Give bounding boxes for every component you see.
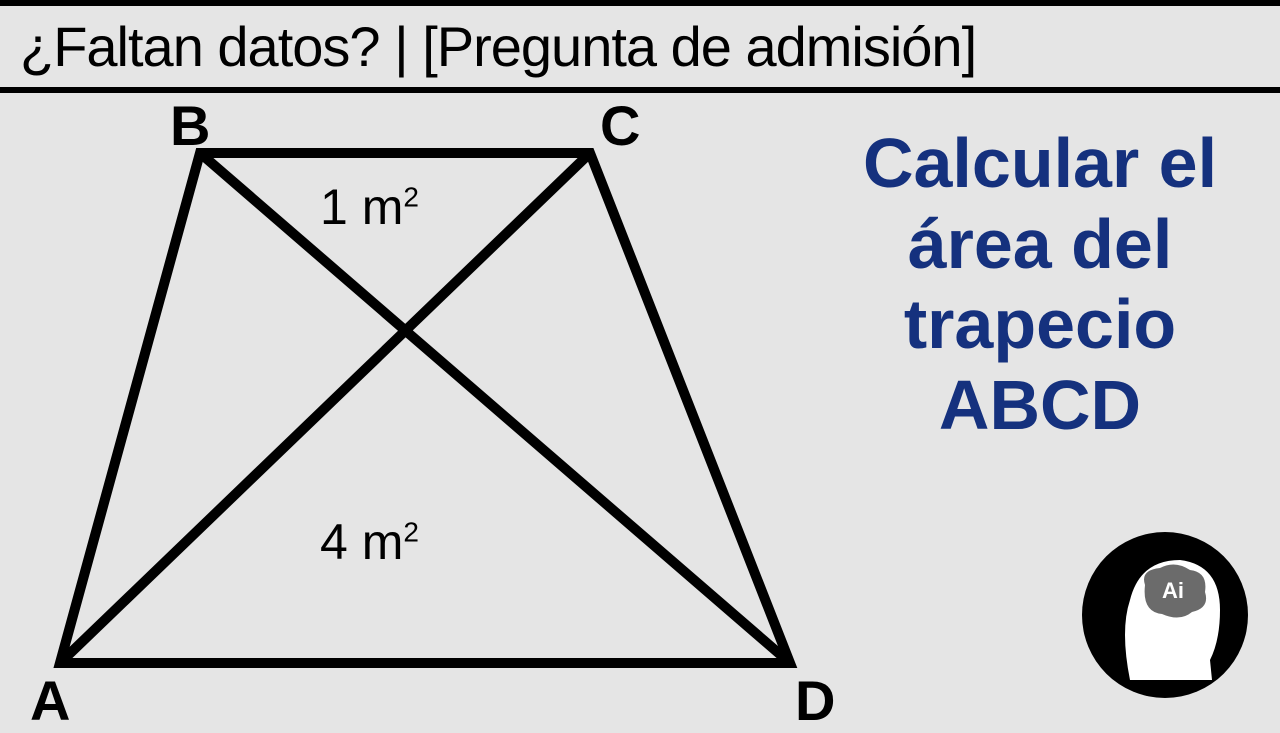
instruction-line-1: Calcular el	[820, 123, 1260, 204]
brand-logo: Ai	[1080, 530, 1250, 700]
vertex-label-a: A	[30, 668, 70, 733]
diagram-area: A B C D 1 m2 4 m2	[0, 93, 820, 713]
vertex-label-c: C	[600, 93, 640, 158]
instruction-line-3: trapecio	[820, 284, 1260, 365]
header-title: ¿Faltan datos? | [Pregunta de admisión]	[0, 0, 1280, 93]
area-label-top: 1 m2	[320, 178, 419, 236]
diagonal-bd	[200, 153, 790, 663]
trapezoid-outline	[60, 153, 790, 663]
logo-text: Ai	[1162, 578, 1184, 603]
instruction-line-2: área del	[820, 204, 1260, 285]
vertex-label-b: B	[170, 93, 210, 158]
area-label-bottom: 4 m2	[320, 513, 419, 571]
instruction-line-4: ABCD	[820, 365, 1260, 446]
vertex-label-d: D	[795, 668, 835, 733]
